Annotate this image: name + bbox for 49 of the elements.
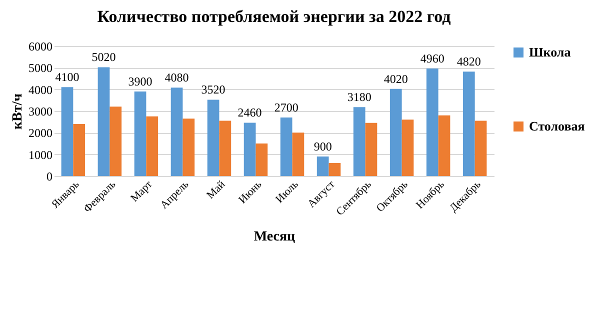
bar	[256, 144, 268, 176]
y-tick-label: 3000	[28, 104, 52, 118]
bar	[219, 120, 232, 176]
bar	[134, 92, 146, 176]
bar	[280, 118, 292, 176]
bar	[353, 107, 366, 176]
y-tick-label: 4000	[28, 82, 52, 97]
chart-title: Количество потребляемой энергии за 2022 год	[97, 7, 452, 26]
data-label: 2460	[238, 106, 262, 120]
bar	[182, 118, 195, 176]
bar	[61, 87, 74, 176]
y-tick-label: 1000	[28, 148, 52, 162]
bar	[73, 124, 86, 176]
bar	[110, 106, 122, 176]
bar	[328, 163, 341, 176]
data-label: 4020	[384, 72, 408, 86]
data-label: 4820	[456, 54, 481, 69]
bar	[207, 100, 220, 176]
data-label: 5020	[92, 50, 116, 64]
bar	[402, 120, 414, 176]
data-label: 4100	[55, 70, 80, 84]
data-label: 3520	[201, 82, 226, 97]
bar	[170, 88, 183, 176]
data-label: 4960	[420, 52, 444, 66]
x-axis-title: Месяц	[254, 229, 296, 244]
bar	[438, 115, 450, 176]
y-tick-label: 6000	[28, 40, 52, 54]
data-label: 2700	[274, 100, 298, 114]
data-label: 900	[314, 140, 332, 154]
legend-label: Столовая	[529, 118, 585, 134]
bar	[316, 156, 329, 176]
y-tick-label: 2000	[28, 126, 52, 140]
bar	[390, 88, 402, 176]
data-label: 3900	[128, 74, 152, 88]
bar	[474, 120, 487, 176]
y-tick-label: 5000	[28, 61, 52, 76]
data-label: 3180	[347, 90, 372, 104]
bar	[244, 122, 256, 176]
bar	[365, 122, 378, 176]
bar	[98, 67, 110, 176]
bar	[426, 68, 438, 176]
legend-label: Школа	[529, 44, 572, 60]
x-tick-label: Май	[204, 178, 228, 202]
bar	[146, 116, 158, 176]
y-tick-label: 0	[46, 170, 52, 184]
y-axis-title: кВт/ч	[10, 93, 26, 130]
data-label: 4080	[164, 70, 189, 85]
bar	[292, 132, 304, 176]
bar	[462, 72, 475, 176]
